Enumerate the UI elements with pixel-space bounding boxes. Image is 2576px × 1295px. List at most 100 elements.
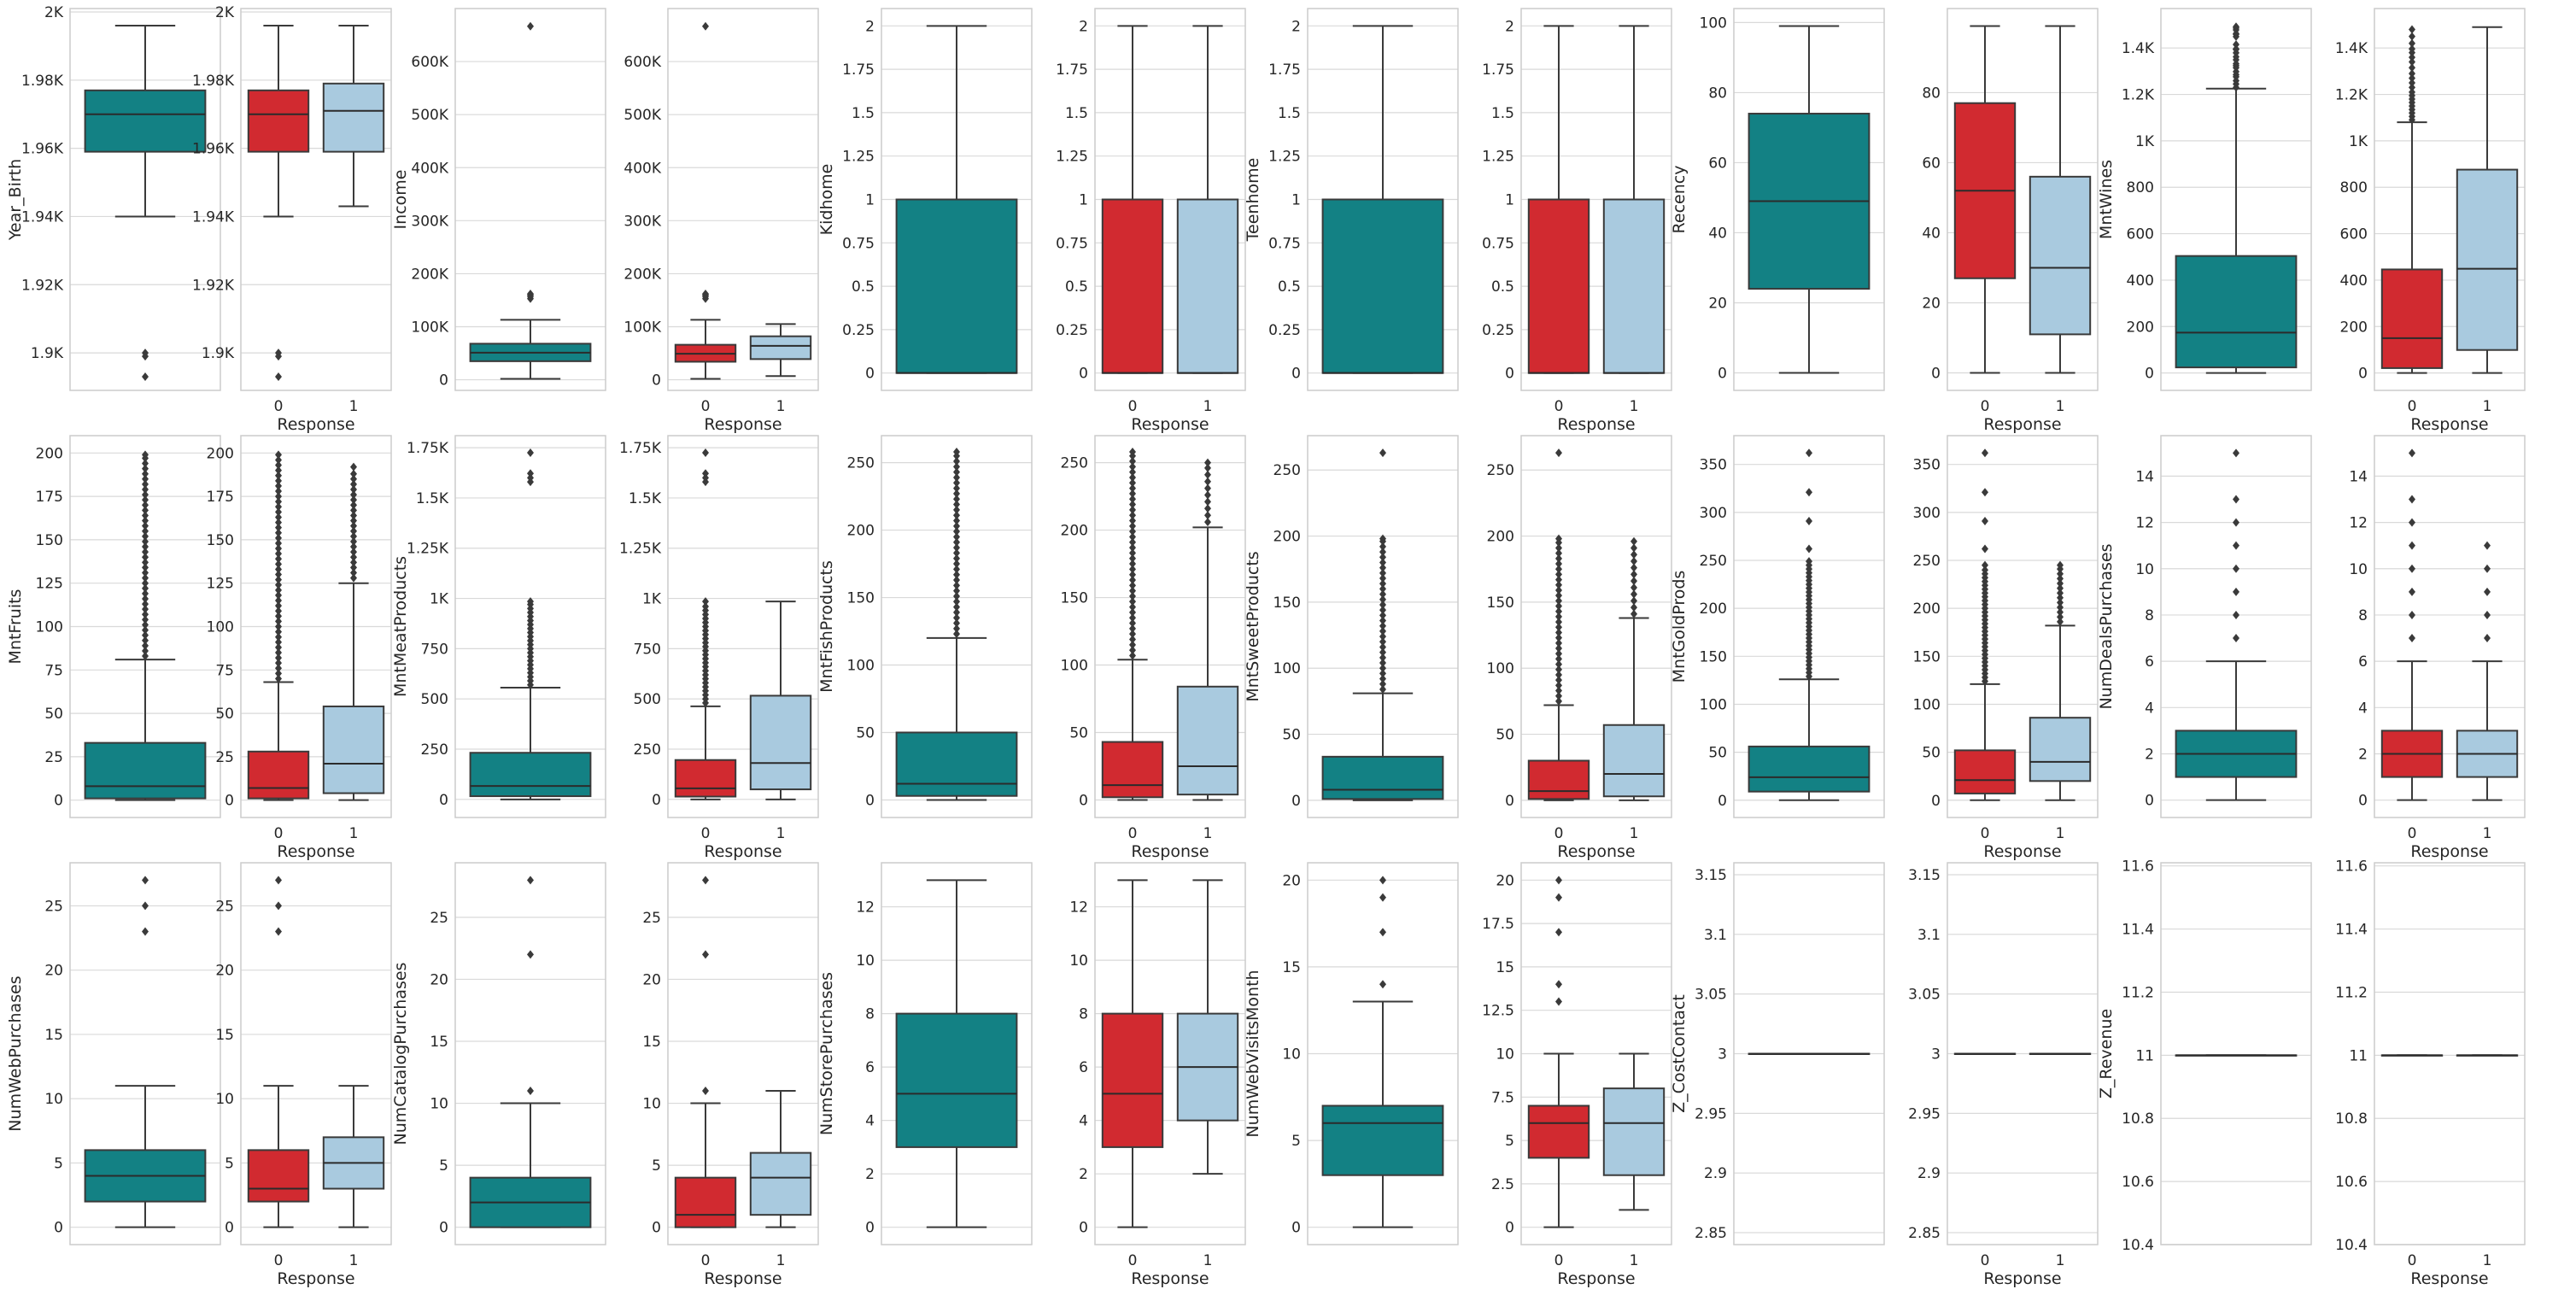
y-tick-label: 14 [2349, 468, 2368, 485]
y-tick-label: 15 [642, 1034, 661, 1051]
x-tick-label: 1 [776, 398, 786, 415]
y-tick-label: 1.2K [2122, 87, 2155, 104]
x-tick-label: 0 [1128, 1252, 1138, 1269]
y-axis-label: Kidhome [817, 164, 836, 236]
box-1 [2456, 1054, 2519, 1057]
y-tick-label: 100 [847, 658, 875, 675]
y-tick-label: 200 [2127, 319, 2154, 336]
y-tick-label: 200K [411, 266, 448, 283]
y-tick-label: 750 [421, 641, 448, 658]
y-axis-label: NumCatalogPurchases [391, 963, 410, 1146]
y-tick-label: 0 [1505, 793, 1514, 810]
y-tick-label: 20 [44, 963, 63, 980]
y-tick-label: 1.9K [202, 345, 235, 362]
outlier-point [1982, 516, 1988, 525]
y-tick-label: 0 [439, 792, 448, 809]
outlier-point [527, 469, 534, 478]
outlier-point [953, 472, 960, 482]
y-tick-label: 200K [624, 266, 661, 283]
outlier-point [1379, 637, 1386, 647]
y-tick-label: 0 [2145, 793, 2154, 810]
y-tick-label: 1K [2349, 133, 2368, 150]
y-tick-label: 0.25 [1268, 322, 1301, 339]
outlier-point [142, 464, 149, 473]
box-0 [1953, 448, 2017, 801]
outlier-point [953, 467, 960, 477]
outlier-point [2233, 610, 2239, 619]
outlier-point [275, 466, 282, 475]
x-axis-label: Response [1557, 415, 1635, 434]
outlier-point [2409, 32, 2415, 41]
y-tick-label: 200 [36, 445, 63, 462]
y-axis-label: Z_CostContact [1670, 994, 1689, 1113]
y-tick-label: 10 [642, 1096, 661, 1113]
box-0 [1748, 448, 1871, 801]
y-tick-label: 0 [1931, 793, 1941, 810]
outlier-point [953, 457, 960, 466]
outlier-point [1379, 600, 1386, 609]
y-axis-label: Teenhome [1244, 158, 1262, 243]
outlier-point [275, 669, 282, 678]
outlier-point [1129, 635, 1136, 644]
y-tick-label: 150 [1061, 590, 1088, 607]
outlier-point [1555, 691, 1562, 700]
outlier-point [1129, 543, 1136, 553]
y-tick-label: 50 [215, 706, 234, 723]
y-tick-label: 350 [1700, 457, 1727, 474]
outlier-point [1379, 679, 1386, 689]
y-tick-label: 1.98K [21, 73, 64, 90]
outlier-point [275, 627, 282, 636]
y-tick-label: 1 [865, 192, 875, 209]
y-tick-label: 250 [1061, 455, 1088, 472]
box-0 [2380, 25, 2444, 374]
outlier-point [1379, 664, 1386, 673]
y-axis-label: NumStorePurchases [817, 972, 836, 1135]
x-tick-label: 1 [2483, 825, 2492, 842]
y-tick-label: 800 [2127, 179, 2154, 196]
outlier-point [2057, 578, 2064, 588]
y-tick-label: 200 [2340, 319, 2368, 336]
x-tick-label: 0 [2408, 1252, 2417, 1269]
outlier-point [1129, 554, 1136, 563]
outlier-point [1129, 630, 1136, 639]
outlier-point [1982, 560, 1988, 570]
y-tick-label: 20 [1496, 872, 1514, 889]
box-0 [1321, 448, 1444, 801]
outlier-point [1555, 876, 1562, 885]
y-tick-label: 1.75 [842, 62, 875, 79]
outlier-point [1982, 488, 1988, 497]
y-tick-label: 3.05 [1695, 987, 1727, 1004]
axes-frame [1094, 8, 1246, 391]
outlier-point [1555, 628, 1562, 637]
box-0 [84, 876, 207, 1228]
outlier-point [702, 21, 709, 31]
x-tick-label: 1 [776, 825, 786, 842]
outlier-point [275, 549, 282, 559]
y-tick-label: 100 [1913, 696, 1941, 713]
y-tick-label: 40 [1922, 225, 1941, 242]
y-tick-label: 11.6 [2335, 858, 2368, 876]
outlier-point [275, 653, 282, 663]
y-tick-label: 1.98K [192, 73, 235, 90]
outlier-point [1379, 589, 1386, 599]
outlier-point [953, 489, 960, 498]
outlier-point [1379, 563, 1386, 572]
y-tick-label: 100 [1273, 660, 1301, 677]
y-tick-label: 1.25K [619, 541, 662, 558]
outlier-point [1379, 653, 1386, 662]
iqr-box [469, 752, 592, 798]
y-axis-label: MntFishProducts [817, 560, 836, 693]
box-1 [322, 24, 385, 208]
iqr-box [895, 1012, 1018, 1148]
axes-frame [2160, 862, 2312, 1245]
x-tick-label: 0 [1128, 398, 1138, 415]
y-tick-label: 250 [1487, 462, 1514, 479]
y-tick-label: 300 [1700, 505, 1727, 522]
outlier-point [275, 585, 282, 595]
y-tick-label: 1.75K [407, 440, 449, 457]
outlier-point [142, 620, 149, 630]
outlier-point [953, 548, 960, 558]
y-axis-label: Year_Birth [6, 159, 25, 241]
iqr-box [749, 694, 812, 791]
